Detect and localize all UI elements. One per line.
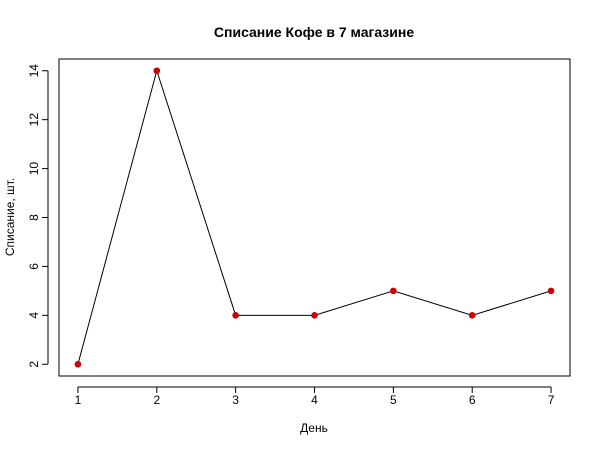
x-axis: 1 2 3 4 5 6 7 — [75, 386, 555, 407]
x-tick-label: 5 — [390, 393, 397, 407]
chart-title: Списание Кофе в 7 магазине — [214, 24, 414, 40]
y-tick-label: 8 — [27, 214, 41, 221]
series-layer — [74, 67, 555, 368]
y-tick-label: 2 — [27, 361, 41, 368]
y-tick-label: 12 — [27, 113, 41, 127]
data-point — [390, 287, 397, 295]
data-point — [311, 312, 318, 319]
y-tick-label: 14 — [27, 64, 41, 78]
data-point — [153, 67, 161, 75]
x-tick-label: 6 — [469, 393, 476, 407]
plot-area-frame — [58, 58, 571, 377]
data-point — [468, 312, 476, 319]
x-tick-label: 1 — [75, 393, 82, 407]
y-axis-label: Списание, шт. — [3, 178, 17, 256]
x-tick-label: 2 — [153, 393, 160, 407]
x-tick-label: 7 — [548, 393, 555, 407]
y-tick-label: 6 — [27, 263, 41, 270]
x-tick-label: 3 — [232, 393, 239, 407]
y-tick-label: 10 — [27, 162, 41, 176]
data-point — [74, 360, 82, 368]
data-point — [547, 287, 555, 295]
x-tick-label: 4 — [311, 393, 318, 407]
data-point — [232, 312, 239, 319]
y-axis: 2 4 6 8 10 12 14 — [27, 64, 49, 368]
y-tick-label: 4 — [27, 312, 41, 319]
series-line — [77, 68, 552, 365]
x-axis-label: День — [300, 421, 328, 435]
